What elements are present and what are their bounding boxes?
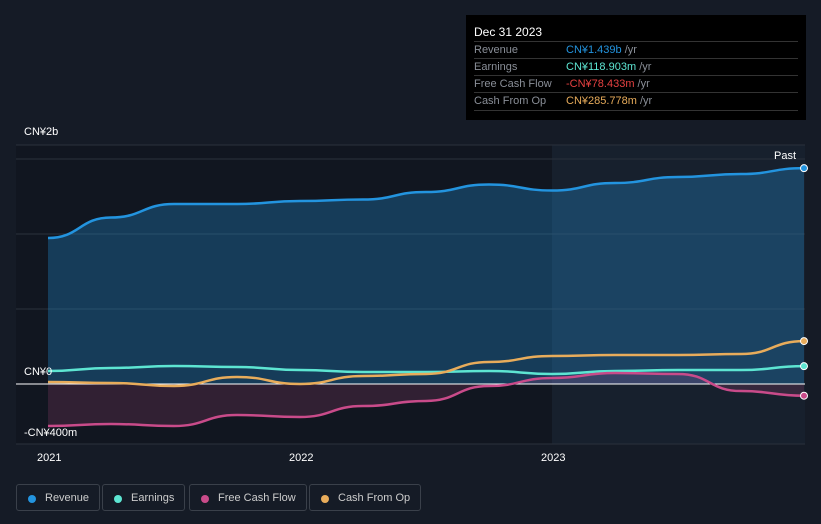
y-label-neg400m: -CN¥400m [24,427,78,439]
row-label: Cash From Op [474,95,547,107]
y-label-2b: CN¥2b [24,126,59,138]
row-label: Earnings [474,61,518,73]
line-cash-from-op [47,339,805,388]
x-label-2023: 2023 [541,452,566,464]
fcf-dot-icon [201,495,209,503]
row-value: CN¥118.903m /yr [566,61,652,73]
area-revenue [48,168,804,384]
row-label: Revenue [474,44,519,56]
tooltip-row-fcf: Free Cash Flow -CN¥78.433m /yr [474,75,798,93]
cfo-dot-icon [321,495,329,503]
y-label-0: CN¥0 [24,366,53,378]
tooltip-row-earnings: Earnings CN¥118.903m /yr [474,58,798,76]
legend-revenue[interactable]: Revenue [16,484,101,511]
legend-free-cash-flow[interactable]: Free Cash Flow [189,484,307,511]
tooltip-date: Dec 31 2023 [474,25,543,39]
row-value: -CN¥78.433m /yr [566,78,650,90]
endpoint-earnings [800,362,808,371]
tooltip-row-revenue: Revenue CN¥1.439b /yr [474,41,798,59]
row-label: Free Cash Flow [474,78,552,90]
row-value: CN¥1.439b /yr [566,44,637,56]
endpoint-cash-from-op [800,337,808,346]
area-free-cash-flow [48,373,804,426]
tooltip: Dec 31 2023 Revenue CN¥1.439b /yr Earning… [466,15,806,120]
line-earnings [47,364,805,376]
legend-cash-from-op[interactable]: Cash From Op [309,484,422,511]
x-label-2022: 2022 [289,452,314,464]
recent-bg [552,145,805,444]
past-bg [16,145,552,444]
legend-earnings[interactable]: Earnings [102,484,186,511]
earnings-dot-icon [114,495,122,503]
row-value: CN¥285.778m /yr [566,95,653,107]
endpoint-free-cash-flow [800,391,808,400]
line-free-cash-flow [47,371,805,428]
revenue-dot-icon [28,495,36,503]
endpoint-revenue [800,164,808,173]
tooltip-row-cfo: Cash From Op CN¥285.778m /yr [474,92,798,111]
past-label: Past [774,150,797,162]
line-revenue [47,166,805,240]
x-label-2021: 2021 [37,452,62,464]
